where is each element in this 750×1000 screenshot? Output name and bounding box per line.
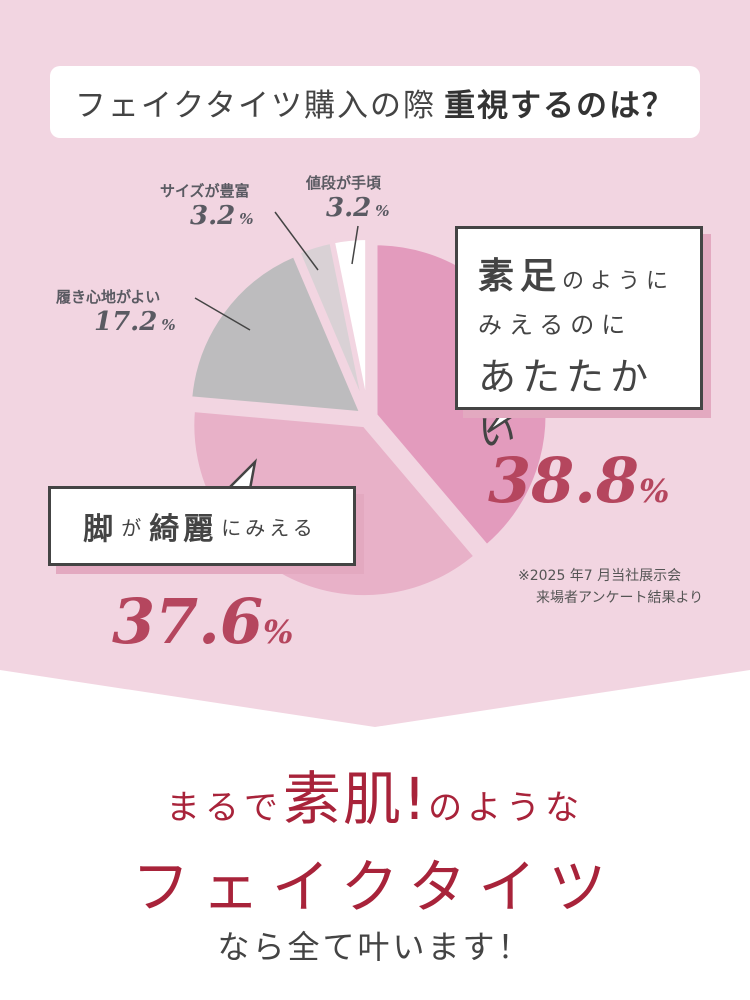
bubble1-kanji: 素足 — [478, 256, 563, 297]
pie-slice-2 — [188, 252, 365, 416]
label-price: 値段が手頃 3.2% — [306, 172, 390, 223]
headline-pre: まるで — [165, 788, 283, 828]
bubble2-k1: 脚 — [83, 512, 118, 547]
headline-line2: フェイクタイツ — [131, 853, 619, 921]
label-unit: % — [161, 316, 176, 334]
label-value: 3.2 — [326, 193, 372, 223]
label-name: 値段が手頃 — [306, 174, 382, 192]
chart-title: フェイクタイツ購入の際 重視するのは？ — [50, 66, 700, 138]
pct-unit: % — [639, 472, 670, 510]
title-normal: フェイクタイツ購入の際 — [74, 87, 437, 124]
label-comfort: 履き心地がよい 17.2% — [56, 286, 176, 337]
bubble2-h2: にみえる — [221, 515, 317, 540]
pct-value: 38.8 — [488, 444, 640, 517]
headline-line1: まるで素肌!のような — [0, 752, 750, 836]
bubble-warm: 素足のように みえるのに あたたかい — [455, 226, 703, 454]
pct-warm: 38.8% — [488, 444, 669, 517]
bubble-legs: 脚が綺麗 にみえる — [48, 486, 356, 566]
bubble2-k2: 綺麗 — [149, 512, 218, 547]
bubble2-h1: が — [121, 515, 146, 540]
label-size: サイズが豊富 3.2% — [160, 180, 254, 231]
headline-em: 素肌! — [282, 765, 429, 833]
survey-note: ※2025 年7 月当社展示会来場者アンケート結果より — [518, 565, 703, 609]
label-name: サイズが豊富 — [160, 182, 250, 200]
leader-line-comfort — [194, 297, 251, 331]
title-bold: 重視するのは？ — [444, 87, 676, 124]
pct-legs: 37.6% — [112, 585, 293, 658]
label-name: 履き心地がよい — [56, 288, 161, 306]
leader-line-size — [274, 211, 319, 271]
headline-line3: なら全て叶います！ — [217, 928, 533, 966]
label-value: 3.2 — [190, 201, 236, 231]
pct-unit: % — [263, 613, 294, 651]
label-unit: % — [375, 202, 390, 220]
headline-post: のような — [428, 788, 585, 828]
bubble1-line2: みえるのに — [478, 311, 633, 339]
bubble1-line3: あたたかい — [478, 355, 655, 454]
bubble1-hira: のように — [562, 269, 675, 294]
label-unit: % — [239, 210, 254, 228]
label-value: 17.2 — [94, 307, 158, 337]
pct-value: 37.6 — [112, 585, 264, 658]
leader-line-price — [351, 225, 359, 265]
pie-slice-4 — [330, 236, 370, 411]
note-line1: ※2025 年7 月当社展示会 — [518, 568, 682, 584]
note-line2: 来場者アンケート結果より — [536, 590, 704, 606]
